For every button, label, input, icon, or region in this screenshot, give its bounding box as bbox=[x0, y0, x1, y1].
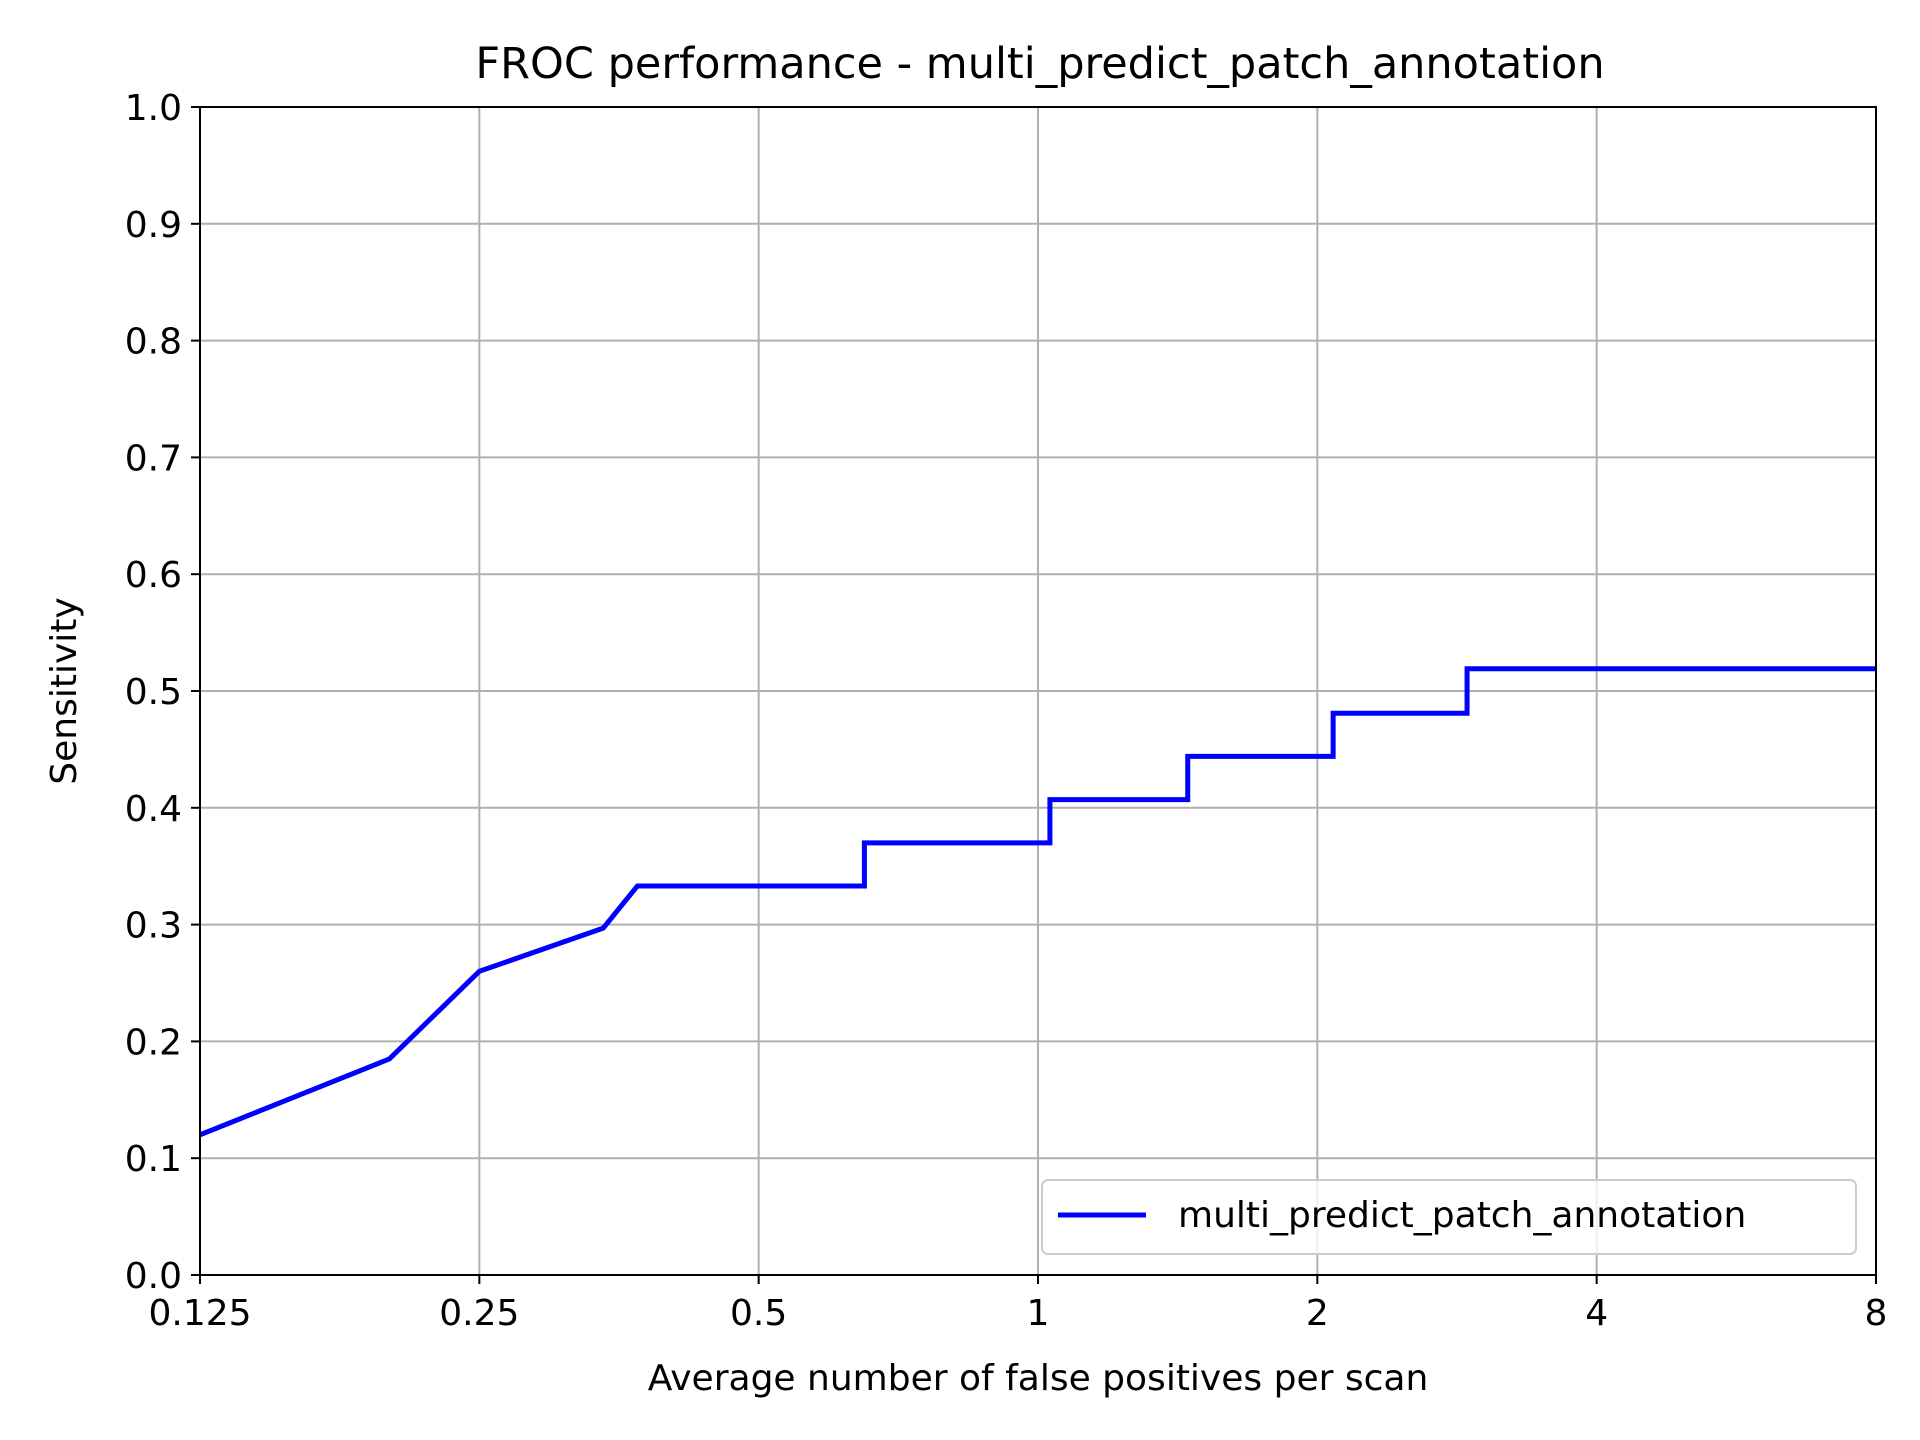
x-axis-label: Average number of false positives per sc… bbox=[648, 1358, 1429, 1399]
x-tick-label: 1 bbox=[1027, 1293, 1050, 1334]
x-tick-label: 0.25 bbox=[439, 1293, 519, 1334]
x-tick-label: 8 bbox=[1865, 1293, 1888, 1334]
x-tick-label: 0.5 bbox=[730, 1293, 787, 1334]
legend: multi_predict_patch_annotation bbox=[1041, 1179, 1857, 1255]
y-tick-label: 1.0 bbox=[125, 88, 182, 129]
y-tick-label: 0.8 bbox=[125, 322, 182, 363]
x-tick-label: 0.125 bbox=[148, 1293, 251, 1334]
y-tick-label: 0.3 bbox=[125, 906, 182, 947]
x-tick-label: 2 bbox=[1306, 1293, 1329, 1334]
y-tick-label: 0.6 bbox=[125, 555, 182, 596]
x-tick-label: 4 bbox=[1585, 1293, 1608, 1334]
y-tick-label: 0.7 bbox=[125, 438, 182, 479]
y-tick-label: 0.9 bbox=[125, 205, 182, 246]
y-tick-label: 0.1 bbox=[125, 1139, 182, 1180]
axis-ticks: 0.125 0.25 0.5 1 2 4 8 0.0 0.1 0.2 0.3 0.4 0.5 0.6 0.7… bbox=[125, 88, 1888, 1334]
y-tick-label: 0.4 bbox=[125, 789, 182, 830]
y-tick-label: 0.5 bbox=[125, 672, 182, 713]
chart-title: FROC performance - multi_predict_patch_a… bbox=[475, 39, 1604, 89]
y-axis-label: Sensitivity bbox=[44, 597, 85, 784]
plot-data bbox=[199, 666, 1876, 1138]
series-line-0 bbox=[199, 666, 1876, 1138]
y-tick-label: 0.2 bbox=[125, 1022, 182, 1063]
legend-frame bbox=[1041, 1179, 1857, 1255]
y-tick-label: 0.0 bbox=[125, 1256, 182, 1297]
legend-label: multi_predict_patch_annotation bbox=[1178, 1195, 1746, 1236]
